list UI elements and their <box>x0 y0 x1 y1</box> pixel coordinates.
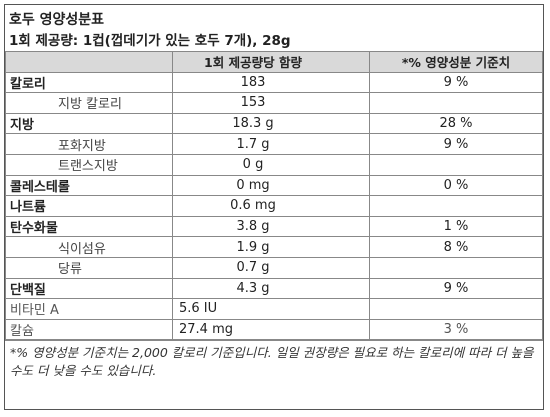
nutrient-amount: 0.6 mg <box>172 195 370 217</box>
daily-value <box>369 298 543 320</box>
daily-value: 0 % <box>369 174 543 197</box>
nutrient-row: 지방 18.3 g 28 % <box>5 112 543 135</box>
nutrient-name: 탄수화물 <box>5 215 173 238</box>
daily-value: 9 % <box>369 71 543 94</box>
nutrient-amount: 4.3 g <box>172 277 370 300</box>
nutrient-amount: 0 mg <box>172 174 370 197</box>
nutrient-name: 나트륨 <box>5 195 173 217</box>
nutrient-name: 콜레스테롤 <box>5 174 173 197</box>
header-cell: 1회 제공량당 함량 <box>172 51 370 73</box>
nutrient-row: 트랜스지방 0 g <box>5 153 543 176</box>
nutrient-row: 나트륨 0.6 mg <box>5 195 543 217</box>
daily-value: 8 % <box>369 236 543 258</box>
nutrient-amount: 0 g <box>172 153 370 176</box>
daily-value: 3 % <box>369 318 543 341</box>
nutrient-row: 콜레스테롤 0 mg 0 % <box>5 174 543 197</box>
nutrient-amount: 153 <box>172 92 370 114</box>
nutrient-amount: 5.6 IU <box>172 298 370 320</box>
nutrient-name: 트랜스지방 <box>5 153 173 176</box>
nutrient-name: 식이섬유 <box>5 236 173 258</box>
daily-value: 9 % <box>369 277 543 300</box>
daily-value: 1 % <box>369 215 543 238</box>
nutrient-amount: 1.7 g <box>172 133 370 155</box>
nutrient-amount: 0.7 g <box>172 256 370 279</box>
nutrient-name: 포화지방 <box>5 133 173 155</box>
daily-value: 9 % <box>369 133 543 155</box>
nutrient-row: 칼로리 183 9 % <box>5 71 543 94</box>
serving-size: 1회 제공량: 1컵(껍데기가 있는 호두 7개), 28g <box>9 33 291 49</box>
nutrient-row: 칼슘 27.4 mg 3 % <box>5 318 543 341</box>
daily-value <box>369 92 543 114</box>
title: 호두 영양성분표 <box>9 12 105 28</box>
nutrient-name: 단백질 <box>5 277 173 300</box>
nutrient-amount: 3.8 g <box>172 215 370 238</box>
nutrient-name: 지방 <box>5 112 173 135</box>
daily-value <box>369 153 543 176</box>
nutrition-table: 1회 제공량당 함량 *% 영양성분 기준치 칼로리 183 9 % 지방 칼로리 153 지… <box>5 51 543 341</box>
nutrient-amount: 18.3 g <box>172 112 370 135</box>
header-row: 1회 제공량당 함량 *% 영양성분 기준치 <box>5 51 543 73</box>
nutrient-row: 지방 칼로리 153 <box>5 92 543 114</box>
nutrient-amount: 1.9 g <box>172 236 370 258</box>
daily-value: 28 % <box>369 112 543 135</box>
nutrient-name: 지방 칼로리 <box>5 92 173 114</box>
nutrient-row: 비타민 A 5.6 IU <box>5 298 543 320</box>
nutrient-name: 칼슘 <box>5 318 173 341</box>
footnote: *% 영양성분 기준치는 2,000 칼로리 기준입니다. 일일 권장량은 필요… <box>5 340 543 383</box>
daily-value <box>369 195 543 217</box>
nutrient-name: 비타민 A <box>5 298 173 320</box>
header-cell: *% 영양성분 기준치 <box>369 51 543 73</box>
nutrient-name: 칼로리 <box>5 71 173 94</box>
nutrition-label: 호두 영양성분표 1회 제공량: 1컵(껍데기가 있는 호두 7개), 28g … <box>4 4 544 410</box>
nutrient-row: 당류 0.7 g <box>5 256 543 279</box>
nutrient-amount: 27.4 mg <box>172 318 370 341</box>
nutrient-name: 당류 <box>5 256 173 279</box>
daily-value <box>369 256 543 279</box>
nutrient-amount: 183 <box>172 71 370 94</box>
header-cell <box>5 51 173 73</box>
